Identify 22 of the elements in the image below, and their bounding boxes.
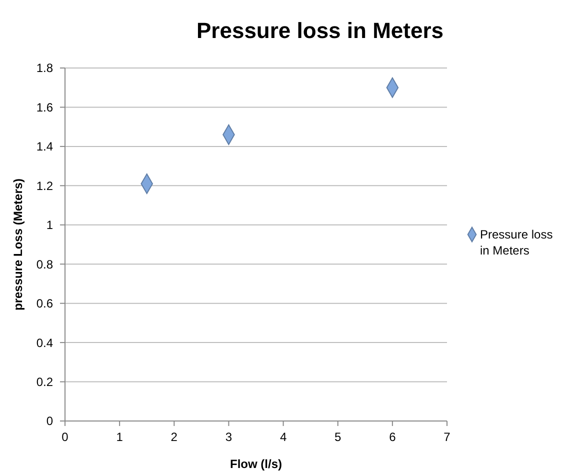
y-tick-label: 0.2 [36,374,54,389]
y-tick-label: 0.4 [36,336,54,350]
x-axis-title: Flow (l/s) [230,457,282,471]
y-tick-label: 0.6 [36,296,54,311]
x-tick-label: 1 [116,430,124,444]
y-tick-label: 0 [46,414,54,428]
x-tick-label: 5 [334,430,342,444]
x-tick-label: 3 [225,430,232,444]
y-tick-label: 1.8 [36,61,54,76]
legend-label: Pressure loss in Meters [480,228,553,258]
y-tick-label: 1.4 [36,140,54,154]
y-axis-title: pressure Loss (Meters) [11,178,25,311]
x-tick-label: 7 [444,430,451,444]
x-tick-label: 2 [170,430,178,444]
y-tick-label: 0.8 [36,257,54,272]
y-tick-label: 1.6 [36,100,54,114]
x-tick-label: 6 [389,430,396,444]
chart-title: Pressure loss in Meters [196,18,444,43]
x-tick-label: 0 [62,430,69,444]
x-tick-label: 4 [280,430,287,444]
y-tick-label: 1.2 [36,178,54,193]
y-tick-label: 1 [46,218,54,232]
